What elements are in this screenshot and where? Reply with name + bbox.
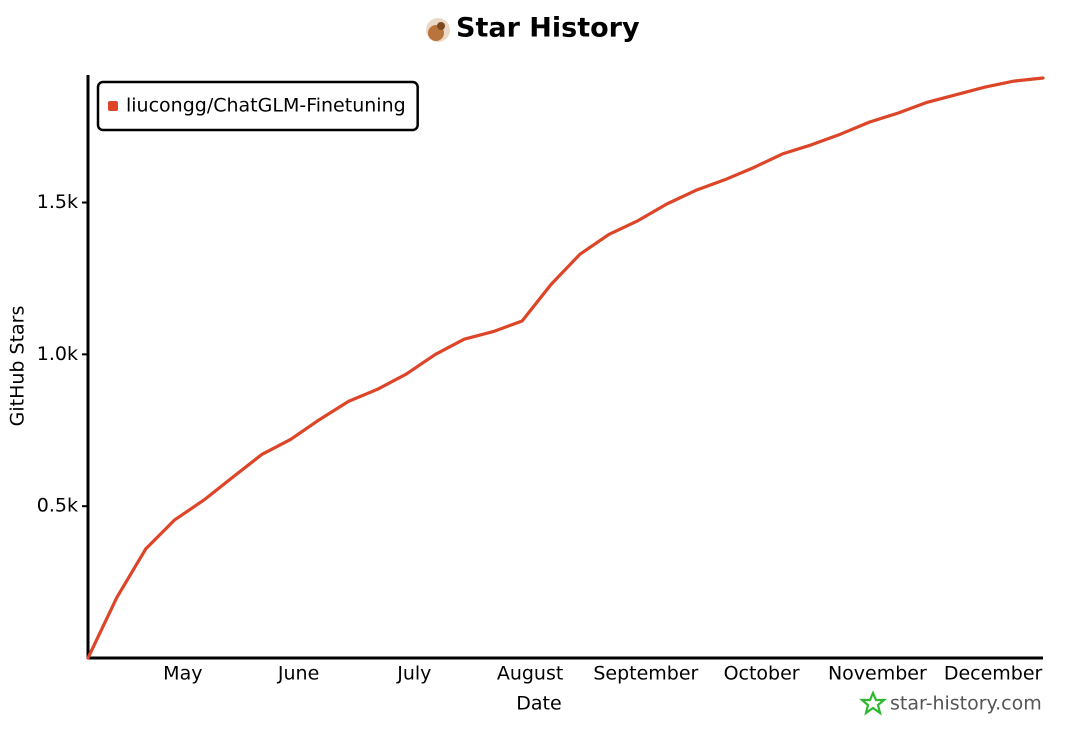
chart-title: Star History: [456, 13, 640, 44]
series-line: [86, 76, 1045, 660]
legend-box: [96, 80, 419, 132]
x-tick-label: September: [593, 663, 698, 685]
watermark: star-history.com: [890, 693, 1042, 715]
y-tick-label: 1.0k: [37, 343, 78, 365]
x-tick-label: November: [828, 663, 927, 685]
x-tick-label: August: [497, 663, 564, 685]
y-tick-label: 1.5k: [37, 191, 78, 213]
x-tick-label: December: [944, 663, 1043, 685]
title-icon: [426, 18, 450, 42]
legend-swatch: [108, 101, 118, 111]
x-tick-label: June: [277, 663, 319, 685]
watermark-logo: [858, 690, 888, 716]
x-tick-label: October: [724, 663, 800, 685]
y-axis-label: GitHub Stars: [7, 306, 29, 427]
y-tick-label: 0.5k: [37, 495, 78, 517]
legend-label: liucongg/ChatGLM-Finetuning: [126, 95, 406, 117]
x-tick-label: May: [163, 663, 202, 685]
x-axis-label: Date: [516, 693, 561, 715]
x-tick-label: July: [396, 663, 431, 685]
